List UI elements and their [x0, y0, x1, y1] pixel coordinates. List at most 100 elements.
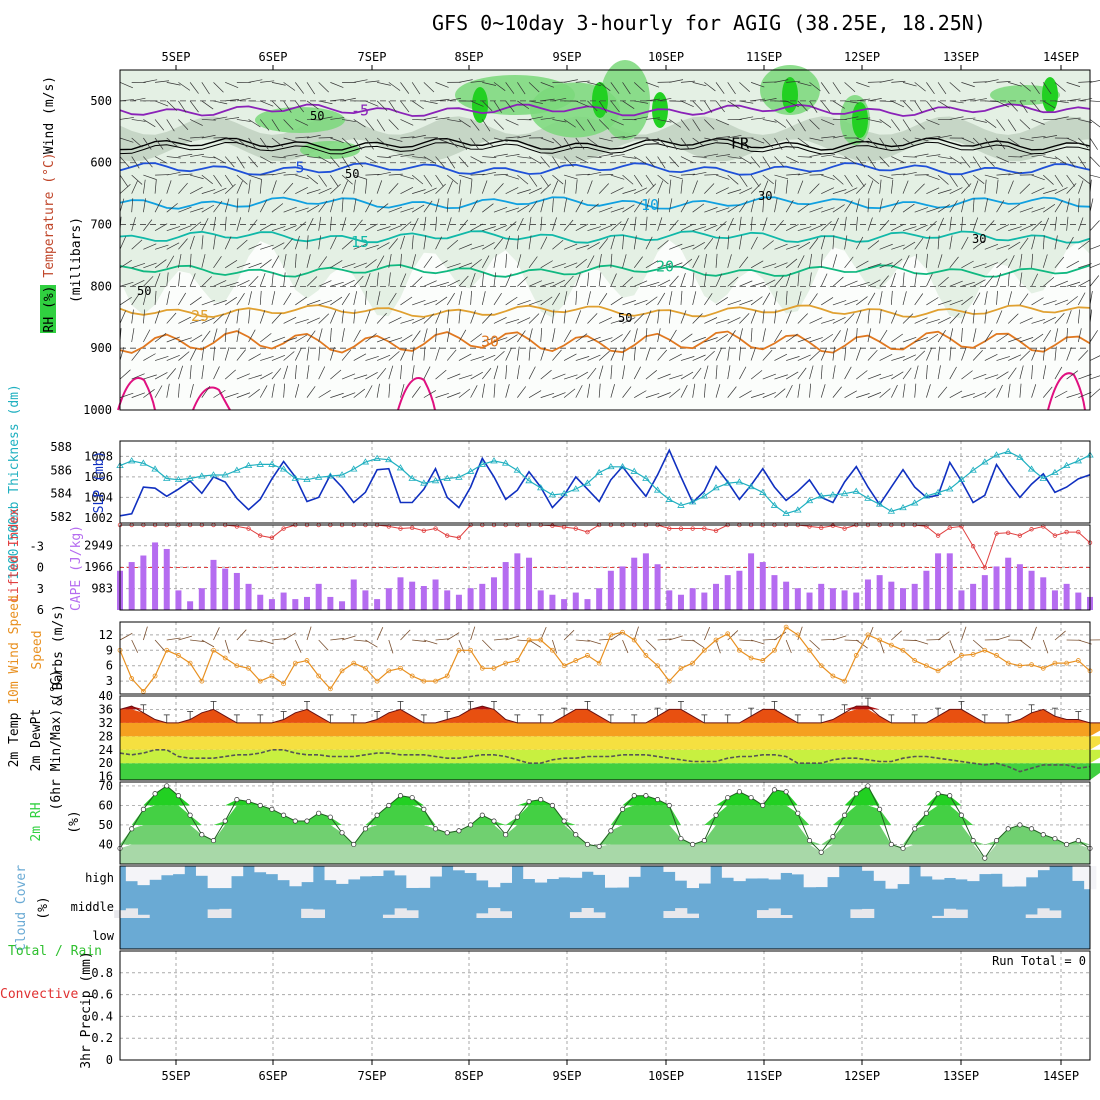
cape-bar: [420, 586, 427, 610]
wind-barb: [283, 173, 298, 176]
wind-barb: [423, 82, 435, 93]
cloud-high-gap: [324, 866, 337, 881]
rh2m-marker: [503, 832, 509, 838]
thickness-marker: [174, 475, 183, 483]
wind-barb: [668, 309, 672, 324]
tick-p-5: 1000: [83, 403, 112, 417]
wind-barb: [271, 255, 280, 268]
wind10-marker: [701, 647, 707, 653]
wind10-marker: [363, 665, 368, 671]
wind-barb: [481, 272, 484, 287]
wind-barb: [961, 347, 967, 361]
rh2m-marker: [468, 822, 474, 828]
wind-barb: [446, 309, 450, 324]
wind-barb: [797, 137, 810, 147]
wind-barb: [306, 156, 321, 159]
thickness-marker: [747, 482, 755, 490]
wind-barb: [295, 186, 308, 194]
wind-barb: [1066, 236, 1074, 250]
wind-barb: [972, 309, 975, 324]
wind-barb: [341, 119, 356, 123]
wind10-barb: [1054, 630, 1066, 641]
wind10-barb: [458, 639, 465, 653]
wind-barb: [844, 187, 858, 194]
wind-barb: [505, 365, 508, 380]
rh2m-marker: [491, 818, 497, 824]
wind-barb: [1007, 272, 1010, 287]
wind-barb: [1031, 365, 1033, 380]
wind-barb: [540, 198, 545, 213]
wind-barb: [1019, 350, 1031, 361]
wind-barb: [131, 349, 141, 361]
ylabel-thickness: 1000-500mb Thickness (dm): [7, 384, 22, 580]
rh-saturated-patch-3: [782, 77, 798, 113]
wind-barb: [891, 384, 898, 398]
cloud-high-gap: [347, 866, 361, 880]
wind-barb: [318, 366, 326, 380]
thickness-marker: [548, 491, 557, 498]
wind-barb: [680, 310, 687, 324]
wind-barb: [458, 309, 461, 324]
wind10-marker: [409, 673, 415, 679]
wind-barb: [446, 198, 449, 213]
wind-barb: [914, 100, 923, 113]
cloud-mid-gap: [312, 909, 326, 918]
wind-barb: [178, 383, 180, 398]
temp-band-0: [120, 763, 1100, 780]
cape-bar: [128, 562, 135, 610]
wind-barb: [365, 290, 367, 305]
rh2m-marker: [771, 787, 778, 793]
wind-barb: [937, 300, 952, 306]
wind-barb: [832, 100, 845, 109]
wind10-barb: [774, 631, 787, 641]
wind-barb: [353, 179, 356, 194]
wind-barb: [517, 276, 528, 287]
wind10-marker: [561, 663, 567, 669]
wind-barb: [563, 374, 578, 380]
wind-barb: [166, 336, 180, 343]
wind-barb: [891, 224, 904, 232]
wind-barb: [236, 239, 248, 250]
wind-barb: [891, 244, 905, 250]
wind-barb: [423, 366, 431, 380]
wind-barb: [259, 273, 266, 287]
wind-barb: [739, 366, 747, 380]
wind10-barb: [318, 639, 329, 651]
wind-barb: [563, 119, 576, 128]
cloud-high-gap: [207, 866, 220, 889]
wind-barb: [201, 235, 204, 250]
wind-barb: [330, 216, 332, 231]
rh2m-marker: [631, 793, 637, 799]
wind-barb: [996, 179, 999, 194]
thickness-marker: [642, 474, 650, 481]
wind-barb: [271, 291, 276, 305]
wind-barb: [1089, 388, 1100, 398]
wind-barb: [844, 256, 854, 269]
wind-barb: [879, 309, 882, 324]
wind-barb: [879, 198, 883, 213]
wind-barb: [283, 316, 297, 324]
wind-barb: [949, 312, 960, 324]
wind-barb: [902, 255, 910, 268]
wind-barb: [1054, 156, 1067, 165]
wind-barb: [341, 174, 353, 185]
wind-barb: [1019, 365, 1024, 380]
wind10-barb: [996, 635, 1011, 641]
cloud-mid-gap: [675, 908, 688, 918]
cape-bar: [210, 559, 217, 610]
isotherm-label-4: 15: [351, 233, 369, 251]
wind-barb: [330, 117, 345, 120]
wind10-marker: [1029, 662, 1034, 668]
wind-barb: [353, 156, 364, 168]
thickness-marker: [151, 465, 159, 472]
wind-barb: [820, 82, 830, 94]
thickness-marker: [922, 492, 931, 499]
li-marker: [456, 535, 462, 540]
wind-barb: [166, 180, 172, 194]
wind-barb: [1008, 354, 1022, 361]
wind-barb: [423, 100, 438, 104]
wind-barb: [248, 174, 262, 180]
wind-barb: [926, 273, 933, 287]
wind-barb: [552, 217, 557, 231]
wind-barb: [704, 174, 719, 176]
